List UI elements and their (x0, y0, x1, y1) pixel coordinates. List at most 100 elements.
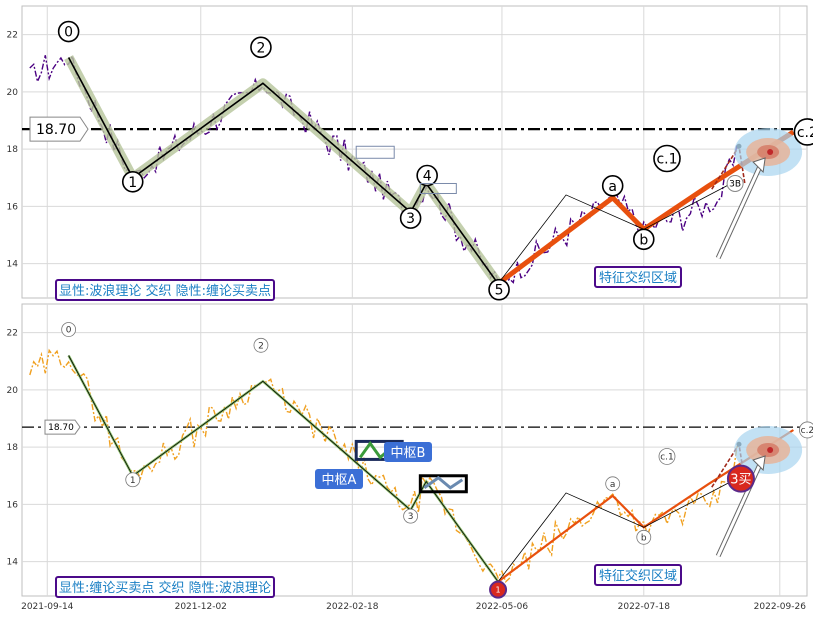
buy-marker-3b: 3B (726, 174, 744, 192)
wave-label-circle (399, 207, 422, 229)
wave-point-label: 4 (416, 164, 438, 187)
wave-label-text: c.2 (797, 125, 813, 141)
zone-label-text: 特征交织区域 (599, 270, 677, 286)
x-tick-label: 2021-09-14 (21, 602, 74, 612)
buy3-circle (726, 464, 755, 493)
wave-label-circle (57, 20, 80, 43)
panel-note-text: 显性:缠论买卖点 交织 隐性:波浪理论 (59, 580, 271, 596)
connector-line (497, 481, 732, 582)
wave-point-label: 2 (253, 337, 269, 353)
wave-label-circle (601, 175, 624, 197)
wave-label-text: 5 (495, 283, 504, 299)
wave-label-circle (636, 529, 652, 545)
wave-point-label: c.1 (653, 144, 681, 173)
x-tick-label: 2022-05-06 (476, 602, 529, 612)
wave-label-circle (416, 164, 438, 187)
wave-label-circle (250, 36, 272, 59)
pivot-box-b-line (423, 475, 464, 490)
wave-label-circle (632, 228, 655, 251)
wave-label-text: 0 (64, 25, 73, 41)
wave-point-label: a (605, 476, 621, 492)
plot-frame (21, 5, 808, 299)
wave-label-text: a (610, 480, 616, 490)
wave-label-circle (403, 508, 419, 524)
wave-point-label: 2 (250, 36, 272, 59)
pivot-label-b-text: 中枢B (391, 446, 426, 461)
x-axis: 2021-09-14 2021-12-02 2022-02-18 2022-05-06… (21, 602, 806, 612)
wave-label-text: 3 (408, 512, 414, 522)
zone-arrow-head (752, 157, 766, 174)
pivot-label-a-text: 中枢A (322, 473, 357, 488)
wave-label-circle (799, 421, 813, 439)
zone-arrow-inner (716, 165, 762, 259)
zone-label-box (594, 564, 682, 586)
pivot-box (355, 145, 395, 159)
price-label-box (29, 116, 89, 142)
wave-point-label: 1 (121, 170, 144, 193)
buy1-circle (489, 580, 508, 599)
wave-label-circle (253, 337, 269, 353)
buy1-text: 1 (496, 586, 501, 595)
wave-label-text: a (608, 179, 617, 195)
wave-label-circle (125, 472, 141, 488)
pivot-label-a: 中枢A (315, 469, 363, 489)
wave-label-text: c.1 (660, 452, 674, 462)
y-tick-label: 20 (7, 88, 19, 98)
zone-center (767, 447, 774, 453)
pivot-label-b-box (384, 442, 432, 462)
buy1-marker: 1 (489, 580, 508, 599)
wave-label-text: b (641, 533, 647, 543)
x-tick-label: 2022-07-18 (618, 602, 671, 612)
wave-point-label: 1 (125, 472, 141, 488)
y-tick-label: 16 (7, 500, 19, 510)
wave-label-text: c.1 (656, 151, 677, 167)
wave-label-text: 1 (128, 175, 137, 191)
zone-label-box (594, 266, 682, 288)
connector-line (497, 183, 732, 284)
wave-line (67, 57, 499, 285)
panel-note-text: 显性:波浪理论 交织 隐性:缠论买卖点 (59, 283, 271, 299)
buy3-text: 3买 (730, 473, 751, 488)
wave-label-text: 1 (130, 476, 136, 486)
wave-label-text: c.2 (801, 426, 813, 436)
wave-point-label: b (636, 529, 652, 545)
price-label-text: 18.70 (48, 423, 74, 433)
wave-point-label: 0 (61, 322, 77, 337)
wave-label-text: 0 (66, 326, 72, 336)
buy-marker-circle (726, 174, 744, 192)
buy3-marker: 3买 (726, 464, 755, 493)
wave-label-circle (121, 170, 144, 193)
y-tick-label: 22 (7, 31, 18, 41)
pivot-label-b: 中枢B (384, 442, 432, 462)
wave-point-label: a (601, 175, 624, 197)
wave-label-text: b (639, 232, 648, 248)
wave-point-label: b (632, 228, 655, 251)
panel-note: 显性:缠论买卖点 交织 隐性:波浪理论 (55, 576, 275, 598)
wave-point-label: 3 (403, 508, 419, 524)
y-tick-label: 18 (7, 145, 19, 155)
buy-marker-text: 3B (729, 179, 741, 189)
wave-point-label: c.1 (658, 448, 676, 465)
wave-point-label: c.2 (793, 118, 813, 146)
y-tick-label: 18 (7, 443, 19, 453)
zone-center (767, 149, 774, 155)
wave-label-circle (793, 118, 813, 146)
price-label-text: 18.70 (36, 122, 76, 138)
pivot-box-b (418, 474, 468, 494)
wave-point-label: 0 (57, 20, 80, 43)
price-label: 18.70 (44, 419, 81, 435)
wave-label-circle (61, 322, 77, 337)
wave-label-circle (658, 448, 676, 465)
wave-label-text: 3 (406, 211, 415, 227)
panel-note-box (55, 279, 275, 301)
pivot-label-a-box (315, 469, 363, 489)
y-tick-label: 14 (7, 558, 19, 568)
y-tick-label: 20 (7, 386, 19, 396)
wave-label-text: 2 (256, 40, 265, 56)
x-tick-label: 2022-02-18 (326, 602, 379, 612)
wave-label-circle (488, 278, 510, 301)
price-label-box (44, 419, 81, 435)
